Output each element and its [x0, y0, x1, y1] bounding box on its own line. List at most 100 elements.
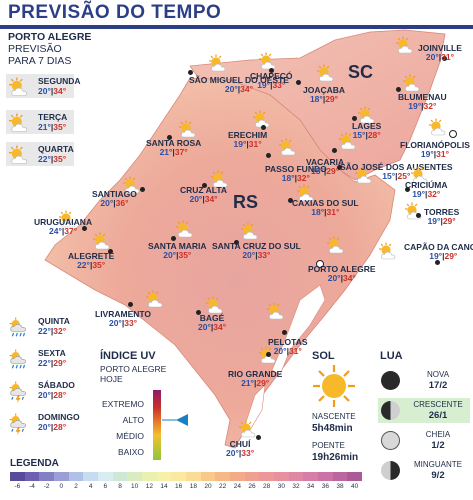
legend-swatch — [259, 472, 275, 481]
city-porto-alegre: PORTO ALEGRE 20°|34° — [308, 265, 376, 283]
city-temps: 21°|29° — [228, 379, 282, 388]
day-max-temp: 29° — [53, 358, 67, 368]
city-name: CAXIAS DO SUL — [292, 198, 359, 208]
city-max-temp: 31° — [288, 346, 302, 356]
legend-tick: 4 — [88, 483, 93, 490]
city-s-o-jos-dos-ausentes: SÃO JOSÉ DOS AUSENTES 15°|25° — [340, 163, 453, 181]
city-livramento: LIVRAMENTO 20°|33° — [95, 310, 151, 328]
page-title: PREVISÃO DO TEMPO — [8, 2, 222, 23]
city-min-temp: 20° — [242, 250, 256, 260]
sun-cloud-icon — [8, 77, 30, 104]
city-marker — [288, 198, 293, 203]
sun-cloud-icon — [402, 74, 420, 92]
day-max-temp: 28° — [53, 422, 67, 432]
city-name: ALEGRETE — [68, 251, 115, 261]
day-min-temp: 22° — [38, 326, 51, 336]
city-name: CAPÃO DA CANOA — [404, 242, 473, 252]
city-min-temp: 20° — [163, 250, 177, 260]
sunrise-label: NASCENTE — [312, 412, 356, 421]
uv-scale-bar — [153, 390, 161, 460]
forecast-city: PORTO ALEGRE — [8, 31, 92, 43]
legend-swatch — [244, 472, 260, 481]
forecast-line2: PREVISÃO — [8, 43, 62, 55]
city-name: SÃO MIGUEL DO OESTE — [189, 75, 289, 85]
city-temps: 18°|31° — [292, 208, 359, 217]
sun-icon — [313, 365, 355, 407]
city-crici-ma: CRICIÚMA 19°|32° — [405, 181, 448, 199]
temp-separator: | — [172, 147, 175, 157]
day-max-temp: 28° — [53, 390, 67, 400]
city-max-temp: 29° — [326, 166, 340, 176]
city-min-temp: 20° — [425, 52, 439, 62]
city-min-temp: 24° — [48, 226, 62, 236]
day-min-temp: 20° — [38, 422, 51, 432]
city-name: SANTA MARIA — [148, 241, 207, 251]
city-marker — [337, 165, 342, 170]
lagoa-mirim — [244, 384, 266, 431]
city-max-temp: 34° — [342, 273, 356, 283]
legend-tick: 16 — [175, 483, 183, 490]
legend-swatch — [83, 472, 99, 481]
day-min-temp: 21° — [38, 122, 51, 132]
city-marker — [82, 226, 87, 231]
city-max-temp: 34° — [240, 84, 254, 94]
temp-separator: | — [255, 250, 258, 260]
moon-phase-name: CHEIA — [425, 430, 451, 439]
uv-level-baixo: BAIXO — [118, 447, 144, 457]
city-temps: 15°|25° — [340, 172, 453, 181]
temp-separator: | — [340, 273, 343, 283]
temp-separator: | — [237, 84, 241, 94]
city-min-temp: 19° — [427, 216, 441, 226]
city-marker — [442, 56, 447, 61]
city-max-temp: 29° — [442, 216, 456, 226]
legend-swatch — [230, 472, 245, 481]
city-name: FLORIANÓPOLIS — [400, 140, 470, 150]
moon-title: LUA — [380, 350, 403, 362]
day-name: SÁBADO — [38, 380, 75, 390]
city-temps: 20°|33° — [226, 449, 254, 458]
city-marker — [188, 70, 193, 75]
moon-phase-date: 26/1 — [428, 410, 448, 421]
temp-separator: | — [238, 448, 242, 458]
day-name: DOMINGO — [38, 412, 80, 422]
legend-swatch — [98, 472, 113, 481]
city-min-temp: 19° — [408, 101, 422, 111]
city-min-temp: 19° — [233, 139, 247, 149]
city-max-temp: 34° — [213, 322, 227, 332]
city-passo-fundo: PASSO FUNDO 18°|32° — [265, 165, 327, 183]
moon-icon — [381, 371, 400, 390]
city-max-temp: 32° — [427, 189, 441, 199]
city-cruz-alta: CRUZ ALTA 20°|34° — [180, 186, 227, 204]
city-min-temp: 20° — [198, 322, 211, 332]
city-max-temp: 31° — [326, 207, 340, 217]
sun-cloud-icon — [338, 132, 356, 150]
day-max-temp: 35° — [53, 122, 67, 132]
legend-tick: -6 — [14, 483, 21, 490]
uv-level-extremo: EXTREMO — [102, 399, 145, 409]
city-max-temp: 29° — [256, 378, 270, 388]
legend-swatch — [68, 472, 84, 481]
city-joa-aba: JOAÇABA 18°|29° — [303, 86, 345, 104]
temp-separator: | — [246, 139, 249, 149]
legend-swatch — [318, 472, 333, 481]
city-temps: 19°|29° — [404, 252, 473, 261]
uv-level-alto: ALTO — [122, 415, 144, 425]
city-name: SÃO JOSÉ DOS AUSENTES — [340, 162, 453, 172]
day-forecast-row: QUARTA 22°|35° — [6, 142, 74, 166]
temp-separator: | — [253, 378, 257, 388]
city-marker — [234, 240, 239, 245]
city-name: LAGES — [352, 121, 382, 131]
city-min-temp: 20° — [108, 318, 122, 328]
temp-separator: | — [421, 101, 424, 111]
day-temps: 20°|28° — [38, 390, 66, 400]
sun-cloud-icon — [58, 210, 76, 228]
sun-cloud-icon — [266, 302, 284, 320]
city-min-temp: 19° — [412, 189, 426, 199]
sun-cloud-icon — [208, 54, 226, 72]
city-alegrete: ALEGRETE 22°|35° — [68, 252, 114, 270]
city-marker — [171, 236, 176, 241]
city-min-temp: 20° — [100, 198, 114, 208]
city-cap-o-da-canoa: CAPÃO DA CANOA19°|29° — [404, 243, 473, 261]
day-name: TERÇA — [38, 112, 68, 122]
city-max-temp: 37° — [174, 147, 188, 157]
